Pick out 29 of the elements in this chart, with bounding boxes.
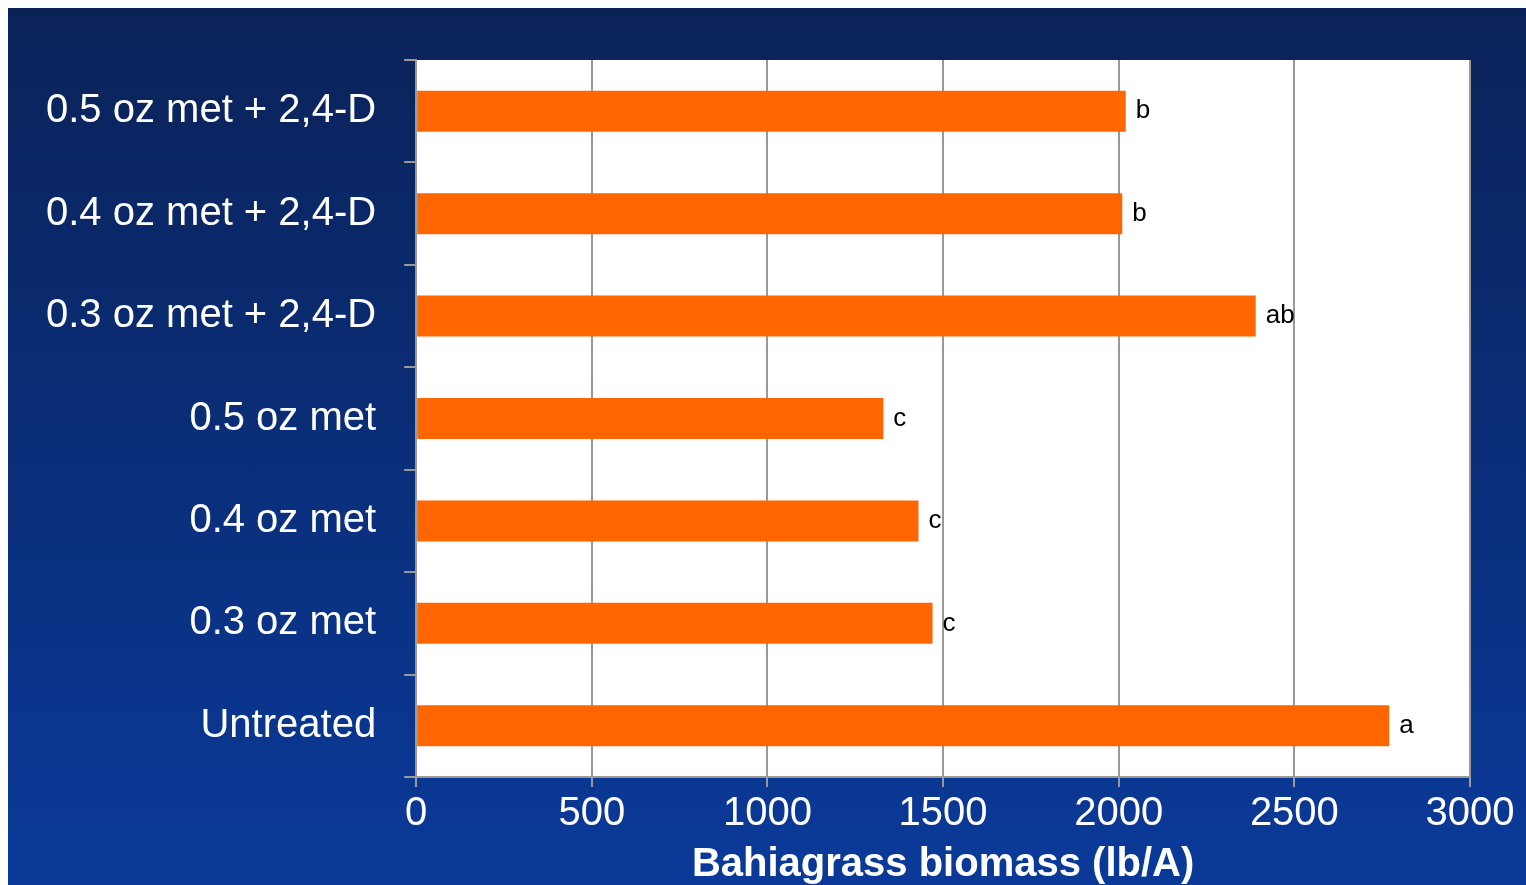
x-tick-label: 500 — [558, 789, 626, 834]
x-tick-label: 1500 — [898, 789, 988, 834]
y-tick-label: 0.5 oz met + 2,4-D — [46, 86, 377, 131]
data-label: b — [1135, 94, 1151, 125]
data-label: b — [1132, 196, 1147, 227]
bar — [417, 602, 933, 644]
x-axis-title: Bahiagrass biomass (lb/A) — [691, 840, 1195, 885]
data-label: a — [1399, 708, 1415, 739]
bar — [417, 500, 919, 542]
x-tick-label: 2500 — [1249, 789, 1339, 834]
data-label: c — [893, 401, 907, 432]
bar — [417, 398, 884, 439]
bar — [417, 193, 1123, 235]
x-tick-label: 3000 — [1425, 789, 1515, 834]
x-tick-label: 1000 — [722, 789, 812, 834]
y-tick-label: Untreated — [200, 700, 377, 745]
data-label: c — [928, 504, 942, 535]
y-tick-label: 0.5 oz met — [189, 393, 377, 438]
y-tick-label: 0.3 oz met + 2,4-D — [46, 291, 377, 336]
y-tick-label: 0.4 oz met + 2,4-D — [46, 188, 377, 233]
bar — [417, 90, 1126, 132]
bar — [417, 295, 1256, 337]
y-tick-label: 0.4 oz met — [189, 495, 377, 540]
data-label: ab — [1265, 299, 1295, 330]
y-tick-label: 0.3 oz met — [189, 598, 377, 643]
data-label: c — [942, 606, 956, 637]
x-tick-label: 0 — [405, 789, 428, 834]
x-tick-label: 2000 — [1074, 789, 1164, 834]
bar — [417, 705, 1390, 747]
